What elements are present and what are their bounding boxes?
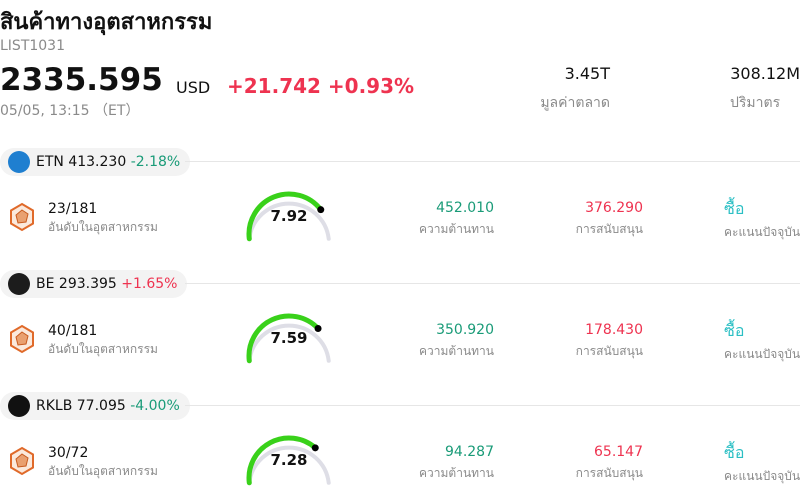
support-label: การสนับสนุน	[575, 466, 643, 480]
gauge-fill	[246, 313, 321, 364]
signal: ซื้อ	[724, 443, 745, 462]
logo	[8, 273, 30, 295]
resistance: 452.010	[436, 200, 494, 216]
divider	[185, 161, 800, 162]
stat-value: 308.12M	[730, 64, 800, 83]
stock-pill[interactable]: RKLB 77.095 -4.00%	[0, 392, 190, 420]
rank-label: อันดับในอุตสาหกรรม	[48, 342, 158, 356]
signal: ซื้อ	[724, 199, 745, 218]
rank: 30/72	[48, 445, 89, 461]
stock-change: +1.65%	[121, 276, 178, 292]
stock-pill[interactable]: ETN 413.230 -2.18%	[0, 148, 191, 176]
stock-change: -2.18%	[130, 154, 181, 170]
support-label: การสนับสนุน	[575, 222, 643, 236]
gauge-fill	[246, 191, 324, 242]
score-gauge	[246, 435, 331, 486]
resistance-label: ความต้านทาน	[419, 466, 494, 480]
stock-pill[interactable]: BE 293.395 +1.65%	[0, 270, 188, 298]
stock-price: 293.395	[58, 276, 117, 292]
support: 65.147	[594, 444, 643, 460]
score: 7.28	[270, 451, 308, 469]
stat-value: 3.45T	[564, 64, 610, 83]
change: +21.742 +0.93%	[227, 74, 415, 98]
signal-label: คะแนนปัจจุบัน	[724, 469, 800, 483]
rank: 23/181	[48, 201, 98, 217]
symbol: BE	[36, 276, 55, 292]
signal-label: คะแนนปัจจุบัน	[724, 347, 800, 361]
logo	[8, 151, 30, 173]
stock-price: 77.095	[76, 398, 126, 414]
rank-label: อันดับในอุตสาหกรรม	[48, 220, 158, 234]
symbol: ETN	[36, 154, 64, 170]
price: 2335.595	[0, 62, 163, 98]
stat-label: มูลค่าตลาด	[540, 95, 610, 111]
divider	[185, 283, 800, 284]
currency: USD	[176, 78, 211, 97]
score-gauge	[246, 313, 331, 364]
stat-label: ปริมาตร	[730, 95, 781, 111]
stock-price: 413.230	[68, 154, 127, 170]
resistance-label: ความต้านทาน	[419, 222, 494, 236]
score-gauge	[246, 191, 331, 242]
support: 376.290	[585, 200, 643, 216]
support-label: การสนับสนุน	[575, 344, 643, 358]
stock-change: -4.00%	[130, 398, 180, 414]
gauge-fill	[246, 435, 318, 486]
title: สินค้าทางอุตสาหกรรม	[0, 10, 213, 35]
signal-label: คะแนนปัจจุบัน	[724, 225, 800, 239]
score: 7.59	[270, 329, 308, 347]
rank-icon	[10, 202, 34, 232]
support: 178.430	[585, 322, 643, 338]
symbol: RKLB	[36, 398, 73, 414]
resistance-label: ความต้านทาน	[419, 344, 494, 358]
rank-icon	[10, 324, 34, 354]
divider	[185, 405, 800, 406]
resistance: 350.920	[436, 322, 494, 338]
score: 7.92	[270, 207, 308, 225]
logo	[8, 395, 30, 417]
signal: ซื้อ	[724, 321, 745, 340]
rank: 40/181	[48, 323, 98, 339]
code: LIST1031	[0, 38, 65, 54]
time: 05/05, 13:15 （ET）	[0, 103, 140, 119]
resistance: 94.287	[445, 444, 494, 460]
rank-label: อันดับในอุตสาหกรรม	[48, 464, 158, 478]
rank-icon	[10, 446, 34, 476]
